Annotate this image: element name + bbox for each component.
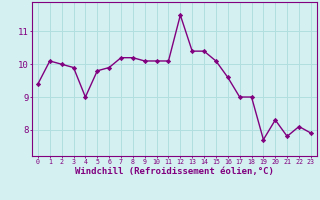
X-axis label: Windchill (Refroidissement éolien,°C): Windchill (Refroidissement éolien,°C) xyxy=(75,167,274,176)
